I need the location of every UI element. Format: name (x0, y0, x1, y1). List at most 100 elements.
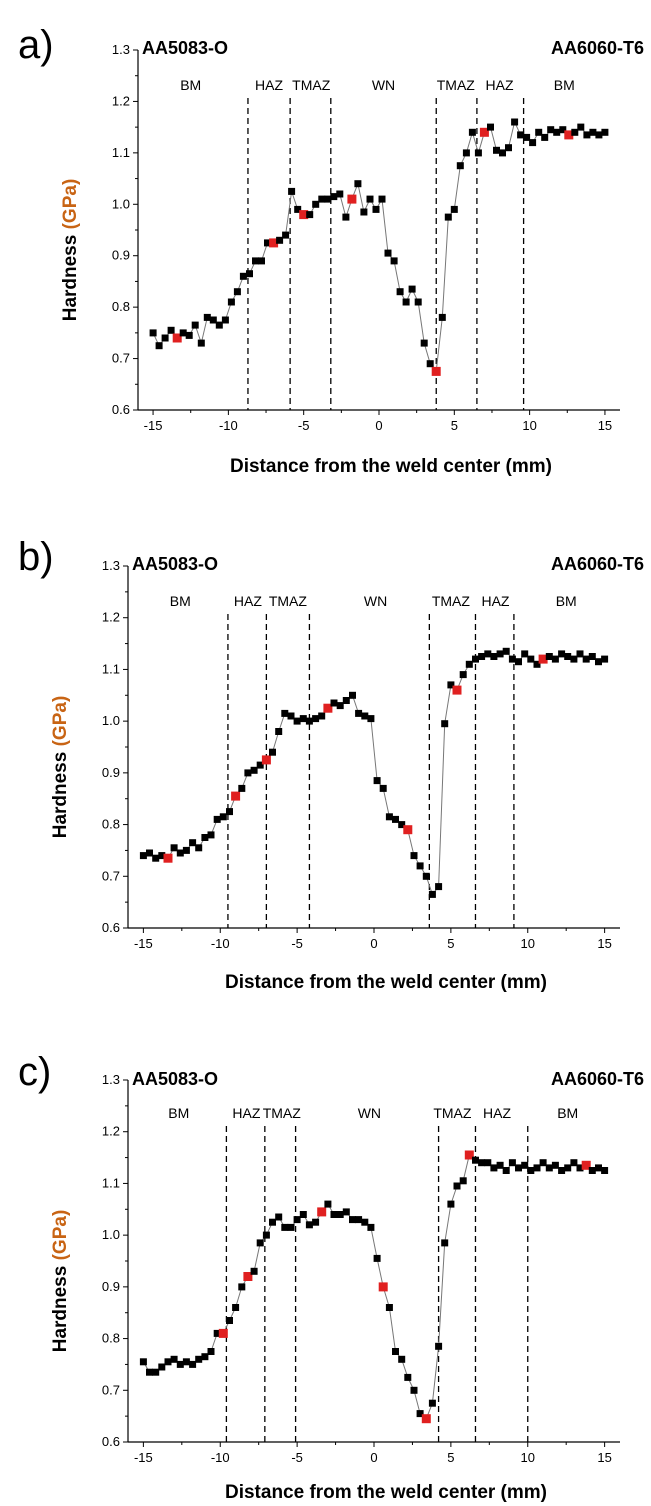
y-tick-label: 0.8 (102, 1331, 120, 1346)
data-point (238, 784, 246, 792)
data-point (588, 653, 596, 660)
y-tick-label: 1.2 (112, 93, 130, 108)
data-point (349, 691, 356, 699)
data-point (570, 1159, 578, 1167)
data-point (250, 766, 258, 774)
data-point (523, 133, 531, 141)
panel-label: b) (18, 535, 54, 579)
y-tick-label: 0.7 (102, 868, 120, 883)
data-point (269, 1218, 276, 1226)
data-point (269, 748, 276, 756)
data-point (589, 128, 597, 136)
highlighted-data-point (261, 755, 271, 765)
data-point (502, 647, 510, 655)
x-tick-label: 5 (451, 418, 458, 433)
data-point (191, 321, 199, 329)
zone-label: HAZ (481, 593, 509, 609)
data-point (414, 298, 422, 306)
x-tick-label: -5 (291, 936, 303, 951)
data-point (336, 190, 344, 198)
data-point (577, 123, 585, 131)
data-point (182, 846, 190, 854)
data-point (472, 655, 479, 663)
data-point (441, 720, 449, 728)
data-point (152, 1368, 160, 1376)
chart-panel-2: b) 0.6 0.7 0.8 0.9 1.0 1.1 1.2 1.3 -15 -10 -5 0 5 10 15… (18, 535, 644, 993)
data-point (221, 316, 229, 324)
data-point (490, 653, 498, 660)
data-point (576, 650, 584, 658)
data-point (545, 1164, 553, 1172)
y-axis-title-main: Hardness (50, 1260, 71, 1352)
y-tick-label: 0.9 (102, 765, 120, 780)
x-tick-label: 15 (597, 1450, 611, 1465)
y-tick-label: 1.3 (102, 1072, 120, 1087)
series-line (152, 120, 606, 373)
y-tick-label: 1.0 (112, 196, 130, 211)
data-point (378, 195, 386, 203)
zone-label: WN (358, 1105, 381, 1121)
highlighted-data-point (403, 825, 413, 835)
data-point (496, 650, 504, 658)
data-point (435, 883, 443, 891)
data-point (367, 715, 375, 723)
zone-label: HAZ (234, 593, 262, 609)
y-tick-label: 0.6 (102, 1434, 120, 1449)
data-point (508, 655, 516, 663)
data-point (390, 257, 398, 265)
y-tick-label: 1.2 (102, 1124, 120, 1139)
x-tick-label: 0 (370, 1450, 377, 1465)
data-point (276, 236, 284, 244)
data-point (422, 872, 430, 880)
highlighted-data-point (431, 366, 441, 376)
highlighted-data-point (269, 238, 279, 248)
data-point (541, 133, 549, 141)
data-point (570, 655, 578, 663)
data-point (453, 1182, 461, 1190)
data-point (487, 123, 494, 131)
data-point (416, 862, 424, 870)
y-axis-title-main: Hardness (50, 746, 71, 838)
data-point (416, 1410, 424, 1418)
data-point (420, 339, 428, 347)
data-point (456, 162, 464, 170)
highlighted-data-point (231, 791, 241, 801)
x-tick-label: -15 (134, 1450, 153, 1465)
data-point (551, 655, 559, 663)
data-point (306, 211, 314, 219)
zone-label: HAZ (486, 77, 514, 93)
data-point (447, 1200, 455, 1208)
x-axis-title: Distance from the weld center (mm) (225, 972, 547, 993)
data-point (459, 1177, 467, 1185)
highlighted-data-point (378, 1282, 388, 1292)
data-point (287, 1223, 295, 1231)
data-point (601, 128, 609, 136)
data-point (299, 715, 307, 723)
data-point (428, 1399, 436, 1407)
data-point (595, 131, 603, 139)
data-point (227, 298, 235, 306)
data-point (379, 784, 387, 792)
y-tick-label: 0.9 (102, 1279, 120, 1294)
y-tick-label: 0.7 (102, 1382, 120, 1397)
zone-label: TMAZ (292, 77, 331, 93)
highlighted-data-point (452, 685, 462, 695)
right-alloy-label: AA6060-T6 (551, 38, 644, 58)
data-point (179, 329, 187, 337)
data-point (158, 1363, 166, 1371)
data-point (478, 653, 486, 660)
data-point (189, 1360, 197, 1368)
data-point (553, 128, 561, 136)
data-point (515, 658, 522, 666)
x-tick-label: -10 (211, 1450, 230, 1465)
data-point (515, 1164, 522, 1172)
data-point (367, 1223, 375, 1231)
data-point (571, 128, 579, 136)
y-tick-label: 0.6 (102, 920, 120, 935)
data-point (462, 149, 470, 157)
data-point (601, 1167, 609, 1174)
data-point (215, 321, 223, 329)
data-point (499, 149, 506, 157)
data-point (444, 213, 452, 221)
